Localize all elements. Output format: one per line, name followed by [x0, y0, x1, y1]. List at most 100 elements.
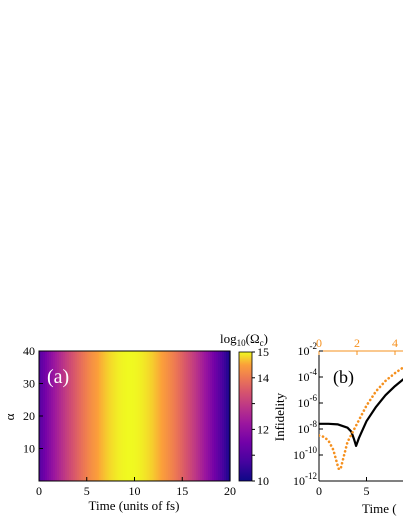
heatmap-cell: [224, 351, 227, 481]
colorbar-tick-label: 15: [257, 345, 269, 359]
heatmap-cell: [200, 351, 203, 481]
heatmap-cell: [208, 351, 211, 481]
heatmap-cell: [94, 351, 98, 481]
heatmap-cell: [60, 351, 64, 481]
heatmap-cell: [42, 351, 46, 481]
heatmap-cell: [174, 351, 177, 481]
heatmap-cell: [138, 351, 142, 481]
heatmap-cell: [198, 351, 201, 481]
heatmap-cell: [130, 351, 134, 481]
heatmap-cell: [184, 351, 187, 481]
heatmap-cell: [88, 351, 92, 481]
infidelity-y-label: Infidelity: [272, 392, 287, 441]
top-tick-label: 0: [316, 336, 322, 350]
x-tick-label: 0: [36, 484, 42, 498]
heatmap-cell: [226, 351, 229, 481]
heatmap-cell: [140, 351, 144, 481]
top-tick-label: 2: [354, 336, 360, 350]
heatmap-cell: [126, 351, 130, 481]
heatmap-cell: [150, 351, 154, 481]
heatmap-cell: [84, 351, 88, 481]
heatmap-cell: [128, 351, 132, 481]
heatmap-cell: [112, 351, 116, 481]
heatmap-cell: [58, 351, 62, 481]
x-tick-label: 15: [176, 484, 188, 498]
heatmap-cell: [98, 351, 102, 481]
infidelity-tick-label: 10-8: [298, 419, 318, 436]
top-axis-ticks: 0 2 4: [316, 336, 398, 355]
heatmap-cell: [114, 351, 118, 481]
heatmap-cell: [214, 351, 217, 481]
heatmap-cell: [72, 351, 76, 481]
heatmap-y-label: α: [2, 413, 17, 420]
heatmap-cell: [156, 351, 159, 481]
heatmap-cell: [92, 351, 96, 481]
colorbar-ticks: 10 12 14 15: [252, 345, 269, 488]
colorbar-tick-label: 10: [257, 474, 269, 488]
heatmap-cell: [118, 351, 122, 481]
heatmap-cell: [56, 351, 60, 481]
heatmap-cell: [80, 351, 84, 481]
heatmap-cell: [202, 351, 205, 481]
heatmap-cell: [146, 351, 150, 481]
heatmap-cell: [154, 351, 157, 481]
heatmap-cell: [170, 351, 173, 481]
heatmap-cell: [160, 351, 163, 481]
infidelity-y-ticks: 10-2 10-4 10-6 10-8 10-10 10-12: [293, 341, 323, 488]
infidelity-tick-label: 10-6: [298, 393, 318, 410]
heatmap-cell: [210, 351, 213, 481]
heatmap-cell: [104, 351, 108, 481]
y-tick-label: 20: [23, 409, 35, 423]
infidelity-tick-label: 10-2: [298, 341, 318, 358]
heatmap-cell: [216, 351, 219, 481]
heatmap-cell: [96, 351, 100, 481]
heatmap-cell: [132, 351, 136, 481]
heatmap-cell: [190, 351, 193, 481]
heatmap-cell: [120, 351, 124, 481]
colorbar: [239, 352, 252, 481]
heatmap-cell: [218, 351, 221, 481]
heatmap-cell: [44, 351, 48, 481]
y-tick-label: 30: [23, 377, 35, 391]
panel-label-b: (b): [333, 367, 354, 388]
heatmap-cell: [46, 351, 50, 481]
x-tick-label: 10: [129, 484, 141, 498]
x-tick-label: 5: [84, 484, 90, 498]
heatmap-cell: [86, 351, 90, 481]
heatmap-y-ticks: 10 20 30 40: [23, 344, 43, 456]
heatmap-x-label: Time (units of fs): [89, 498, 180, 513]
infidelity-tick-label: 10-4: [298, 367, 318, 384]
top-tick-label: 4: [392, 336, 398, 350]
heatmap-cell: [52, 351, 56, 481]
heatmap-cell: [180, 351, 183, 481]
heatmap-cell: [110, 351, 114, 481]
heatmap-cell: [168, 351, 171, 481]
heatmap-cell: [152, 351, 155, 481]
y-tick-label: 10: [23, 442, 35, 456]
heatmap-cell: [194, 351, 197, 481]
heatmap-cell: [124, 351, 128, 481]
heatmap-cell: [212, 351, 215, 481]
heatmap-cell: [178, 351, 181, 481]
x-tick-label: 20: [224, 484, 236, 498]
heatmap-cell: [116, 351, 120, 481]
panel-label-a: (a): [47, 366, 69, 388]
series-line-dotted: [319, 366, 403, 470]
heatmap-cell: [122, 351, 126, 481]
heatmap-cell: [162, 351, 165, 481]
heatmap-cell: [228, 351, 231, 481]
colorbar-tick-label: 12: [257, 422, 269, 436]
heatmap-panel-a: (a) 0 5 10 15 20 10 20 30 40 Time (units of fs)…: [2, 331, 269, 513]
series-line-solid: [319, 378, 403, 447]
heatmap-cell: [50, 351, 54, 481]
heatmap-cell: [192, 351, 195, 481]
heatmap-cell: [74, 351, 78, 481]
heatmap-cell: [220, 351, 223, 481]
infidelity-tick-label: 10-10: [293, 445, 317, 462]
heatmap-cell: [100, 351, 104, 481]
heatmap-cell: [134, 351, 138, 481]
heatmap-cell: [148, 351, 152, 481]
